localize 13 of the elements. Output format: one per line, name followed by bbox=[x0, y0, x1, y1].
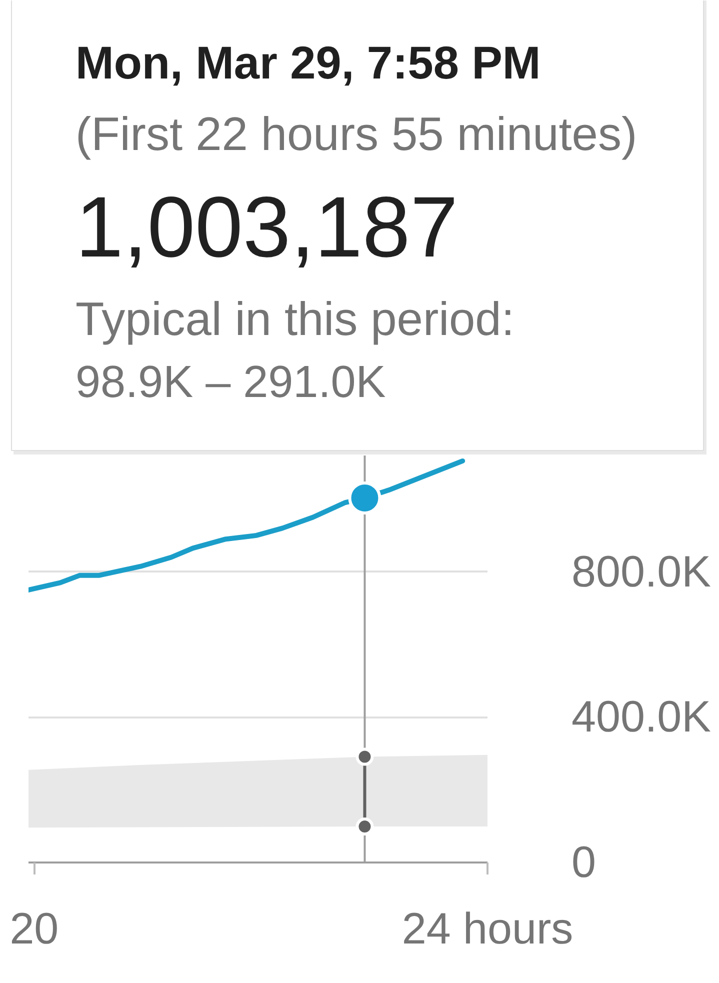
text: (First 22 hours 55 minutes) bbox=[76, 107, 638, 160]
text: 98.9K – 291.0K bbox=[76, 356, 386, 407]
point bbox=[356, 818, 374, 836]
y-tick-label: 800.0K bbox=[572, 547, 711, 596]
x-tick-label: 24 hours bbox=[402, 904, 574, 954]
point bbox=[348, 481, 382, 514]
text: 1,003,187 bbox=[76, 180, 458, 276]
point bbox=[356, 748, 374, 766]
y-tick-label: 0 bbox=[572, 838, 596, 887]
x-tick-label: 20 bbox=[10, 904, 59, 954]
text: Mon, Mar 29, 7:58 PM bbox=[76, 36, 541, 88]
text: Typical in this period: bbox=[76, 292, 514, 345]
y-tick-label: 400.0K bbox=[572, 692, 711, 742]
